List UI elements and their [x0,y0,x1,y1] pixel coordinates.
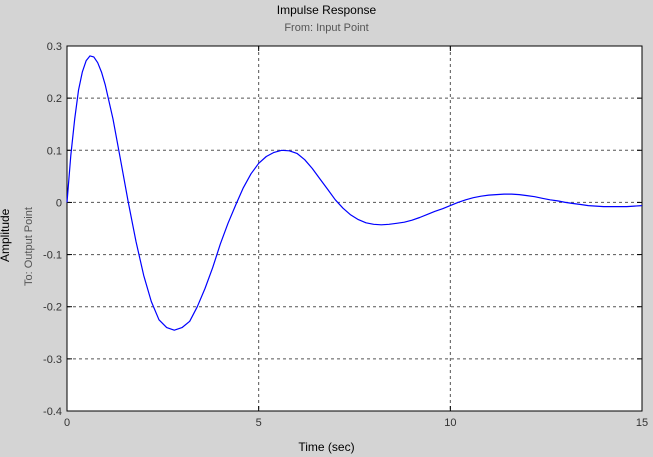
y-tick-label: -0.2 [43,302,62,314]
chart-title: Impulse Response [276,3,377,17]
y-tick-label: 0.2 [47,93,62,105]
y-tick-label: 0.1 [47,145,62,157]
y-axis-label: Amplitude [0,208,12,262]
y-tick-label: -0.3 [43,354,62,366]
y-tick-label: 0.3 [47,41,62,53]
y-tick-label: 0 [56,197,62,209]
y-axis-secondary-label: To: Output Point [23,207,35,286]
axes-frame [66,45,643,412]
y-tick-label: -0.1 [43,250,62,262]
x-tick-label: 10 [444,417,456,429]
y-tick-label: -0.4 [43,406,62,418]
x-axis-label: Time (sec) [298,440,355,454]
impulse-response-line [66,55,643,331]
chart-subtitle: From: Input Point [284,22,369,34]
x-tick-label: 15 [636,417,648,429]
x-tick-label: 5 [256,417,262,429]
axes-background [67,46,642,411]
x-tick-label: 0 [64,417,70,429]
